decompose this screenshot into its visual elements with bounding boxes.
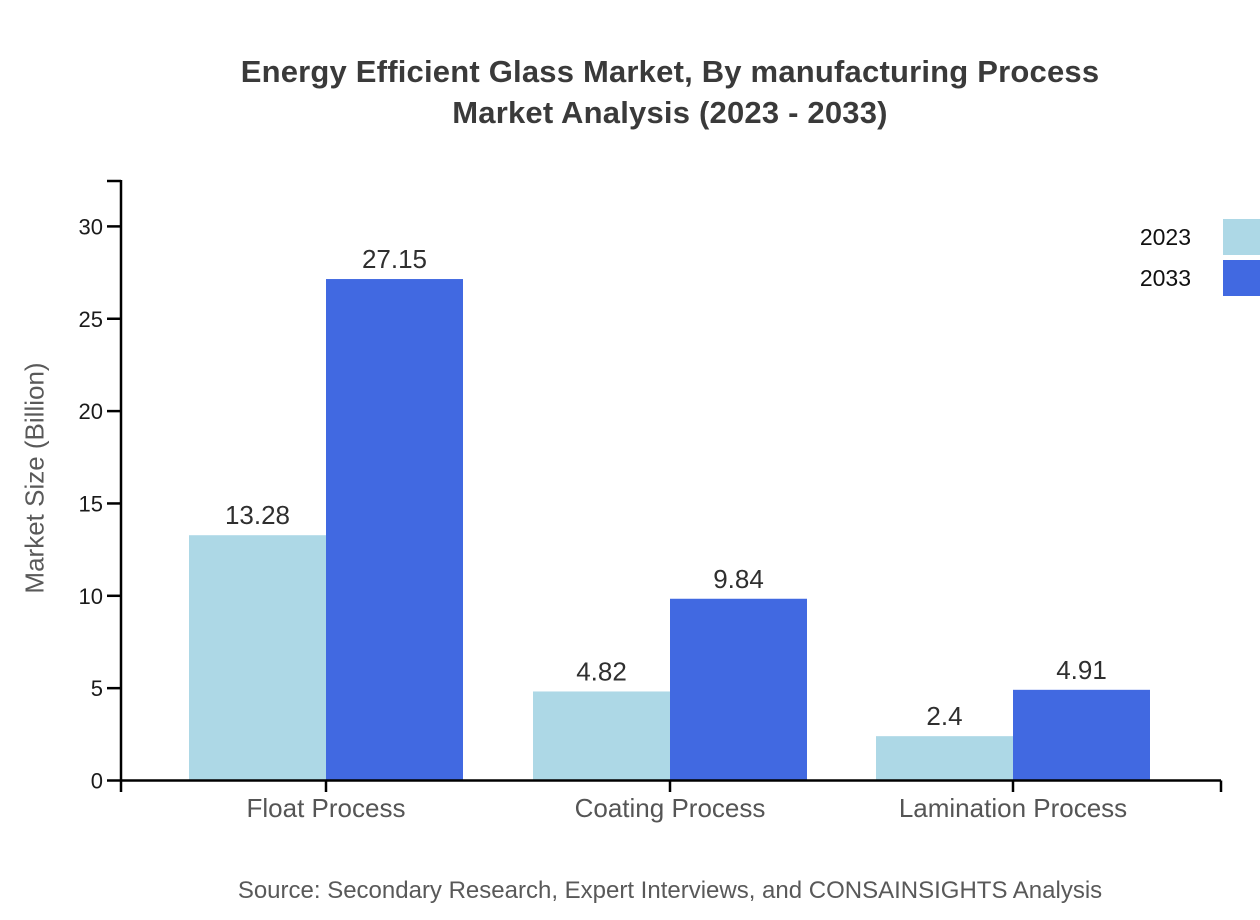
value-label-2033-float-process: 27.15 [362, 244, 427, 274]
source-note: Source: Secondary Research, Expert Inter… [237, 877, 1103, 904]
y-tick-label-10: 10 [79, 584, 103, 609]
legend-swatch-2023-icon [1223, 219, 1260, 255]
value-label-2023-float-process: 13.28 [225, 500, 290, 530]
legend-label-2023: 2023 [1139, 223, 1191, 250]
legend-item-2023: 2023 [1140, 219, 1260, 255]
value-label-2023-lamination-process: 2.4 [926, 701, 962, 731]
x-category-label-coating-process: Coating Process [575, 793, 766, 823]
y-tick-label-25: 25 [79, 307, 103, 332]
y-tick-label-30: 30 [79, 214, 103, 239]
bar-2033-lamination-process [1013, 689, 1150, 781]
value-label-2033-lamination-process: 4.91 [1056, 655, 1107, 685]
chart-title: Energy Efficient Glass Market, By manufa… [80, 51, 1260, 133]
legend-swatch-2033-icon [1223, 260, 1260, 296]
bar-2023-float-process [189, 535, 326, 781]
chart-title-line1: Energy Efficient Glass Market, By manufa… [240, 54, 1100, 89]
bar-2023-coating-process [533, 691, 670, 781]
y-tick-label-15: 15 [79, 491, 103, 516]
y-tick-label-20: 20 [79, 399, 103, 424]
y-tick-label-5: 5 [91, 676, 103, 701]
x-category-label-lamination-process: Lamination Process [899, 793, 1127, 823]
legend-label-2033: 2033 [1139, 264, 1191, 291]
bar-2033-float-process [326, 279, 463, 781]
chart-title-line2: Market Analysis (2023 - 2033) [452, 95, 888, 130]
legend: 2023 2033 [1140, 219, 1260, 301]
value-label-2033-coating-process: 9.84 [713, 564, 764, 594]
legend-item-2033: 2033 [1140, 260, 1260, 296]
y-tick-label-0: 0 [91, 769, 103, 794]
value-label-2023-coating-process: 4.82 [576, 656, 627, 686]
bar-2033-coating-process [670, 598, 807, 781]
x-category-label-float-process: Float Process [247, 793, 406, 823]
bar-2023-lamination-process [876, 736, 1013, 781]
